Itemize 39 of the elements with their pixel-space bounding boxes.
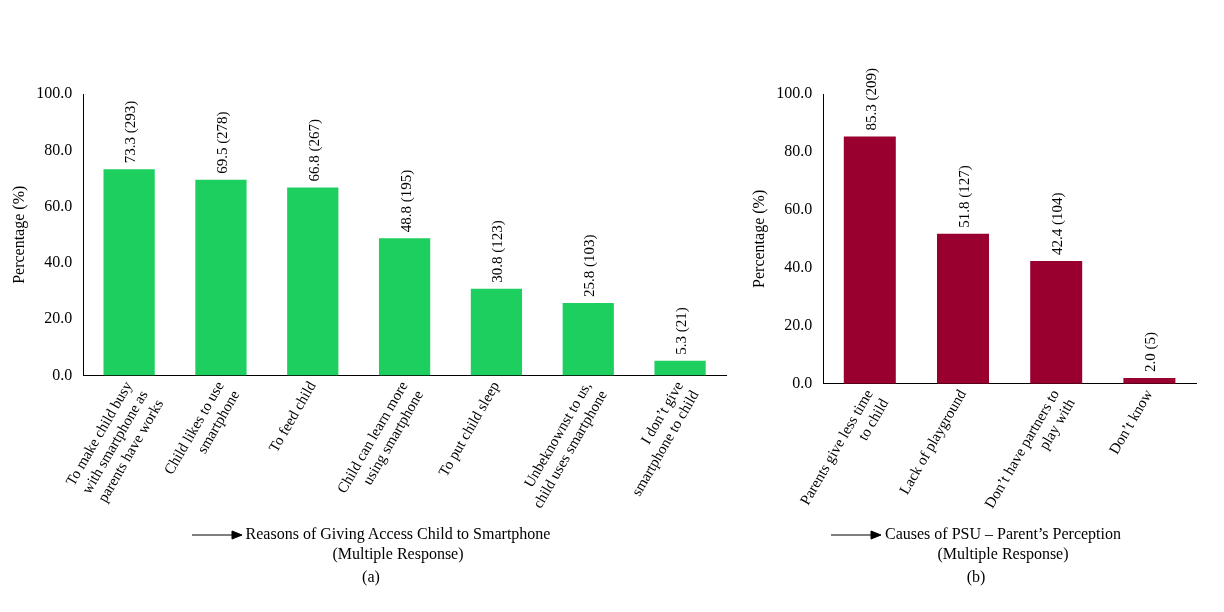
data-label: 30.8 (123) [489,220,507,283]
text: (b) [965,568,987,586]
y-axis-title: Percentage (%) [9,185,28,284]
data-label: 85.3 (209) [862,68,880,131]
data-label: 73.3 (293) [122,100,140,164]
bar [378,238,431,376]
y-tick-label: 60.0 [44,196,73,214]
y-tick-label: 20.0 [44,309,73,327]
text: (a) [361,568,381,586]
data-label: 69.5 (278) [213,111,231,174]
bar [562,302,614,376]
bar [470,288,523,376]
data-label: 48.8 (195) [397,169,415,233]
data-label: 5.3 (21) [673,307,691,355]
bar [843,136,896,384]
y-tick-label: 60.0 [784,200,813,218]
y-tick-label: 100.0 [776,84,813,102]
bar [287,187,339,376]
data-label: 66.8 (267) [305,118,323,182]
x-axis-title: Reasons of Giving Access Child to Smartphone (Multiple Response) [245,524,551,564]
bar [654,360,706,376]
bar [103,169,155,376]
y-tick-label: 80.0 [44,140,73,158]
y-tick-label: 20.0 [784,315,813,333]
y-tick-label: 80.0 [784,142,813,160]
y-tick-label: 0.0 [52,365,73,383]
data-label: 25.8 (103) [581,234,599,297]
x-axis-title: Causes of PSU – Parent’s Perception (Multiple Response) [885,524,1121,564]
bar [937,233,989,384]
y-tick-label: 40.0 [784,258,813,276]
data-label: 51.8 (127) [955,165,973,228]
y-tick-label: 100.0 [36,84,73,102]
bar [1030,260,1083,384]
y-axis-title: Percentage (%) [749,189,768,288]
data-label: 42.4 (104) [1049,192,1067,255]
data-label: 2.0 (5) [1142,331,1160,372]
y-tick-label: 40.0 [44,253,73,271]
y-tick-label: 0.0 [792,373,813,391]
bar [195,179,247,376]
